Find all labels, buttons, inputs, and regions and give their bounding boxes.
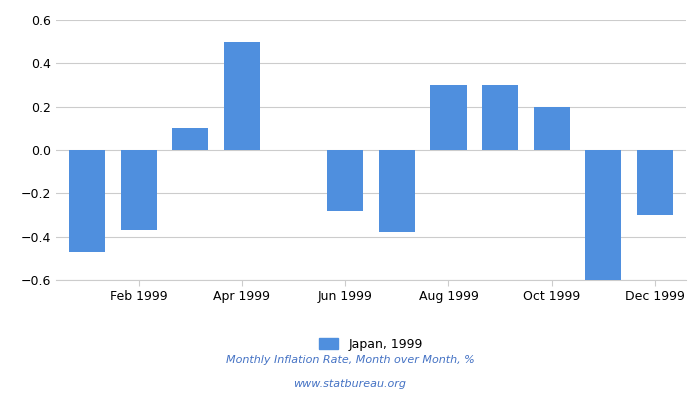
Bar bbox=[172, 128, 209, 150]
Text: Monthly Inflation Rate, Month over Month, %: Monthly Inflation Rate, Month over Month… bbox=[225, 355, 475, 365]
Bar bbox=[327, 150, 363, 211]
Bar bbox=[120, 150, 157, 230]
Bar bbox=[224, 42, 260, 150]
Bar bbox=[585, 150, 622, 280]
Bar bbox=[482, 85, 518, 150]
Bar bbox=[637, 150, 673, 215]
Legend: Japan, 1999: Japan, 1999 bbox=[314, 333, 428, 356]
Bar bbox=[379, 150, 415, 232]
Bar bbox=[430, 85, 466, 150]
Text: www.statbureau.org: www.statbureau.org bbox=[293, 379, 407, 389]
Bar bbox=[533, 107, 570, 150]
Bar bbox=[69, 150, 105, 252]
